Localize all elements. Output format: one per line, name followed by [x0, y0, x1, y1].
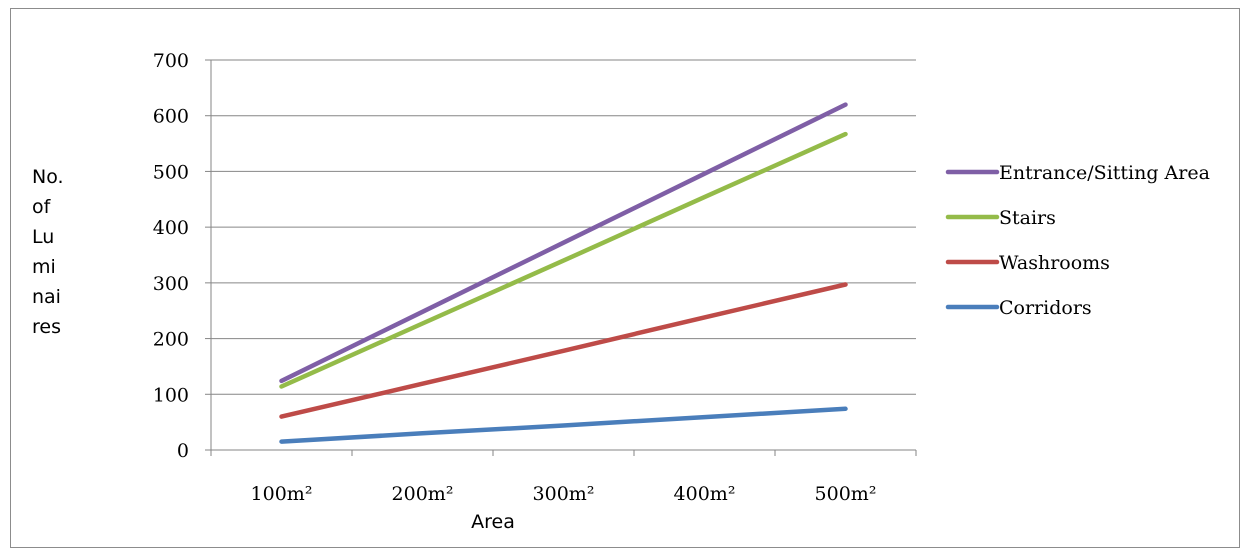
y-axis-label-line: No. [32, 166, 64, 188]
x-tick-label: 300m² [533, 483, 595, 505]
y-axis-label-line: Lu [32, 226, 54, 248]
y-tick-label: 400 [153, 217, 189, 239]
x-tick-label: 100m² [251, 483, 313, 505]
legend-item: Entrance/Sitting Area [945, 162, 1210, 184]
x-tick-label: 500m² [815, 483, 877, 505]
axes [205, 59, 917, 456]
series-line-entrance-sitting-area [279, 102, 848, 384]
y-axis-label-line: nai [32, 286, 61, 308]
legend: Entrance/Sitting Area Stairs Washrooms Corr… [945, 162, 1210, 319]
legend-label: Washrooms [999, 252, 1110, 274]
y-tick-label: 700 [153, 50, 189, 72]
series-line-stairs [279, 131, 848, 389]
x-tick-label: 400m² [674, 483, 736, 505]
y-tick-label: 200 [153, 329, 189, 351]
y-tick-labels: 0 100 200 300 400 500 600 700 [153, 50, 189, 462]
legend-item: Corridors [945, 297, 1092, 319]
gridlines [211, 59, 916, 395]
y-tick-label: 500 [153, 161, 189, 183]
y-tick-label: 100 [153, 384, 189, 406]
line-chart: 0 100 200 300 400 500 600 700 100m² 200m² 300m² 40… [32, 50, 1210, 533]
legend-label: Corridors [999, 297, 1092, 319]
y-axis-label-line: res [32, 316, 61, 338]
y-axis-label-line: mi [32, 256, 56, 278]
y-axis-label: No. of Lu mi nai res [32, 166, 64, 338]
series-line-corridors [279, 406, 848, 444]
legend-item: Stairs [945, 207, 1056, 229]
x-tick-labels: 100m² 200m² 300m² 400m² 500m² [251, 483, 877, 505]
y-tick-label: 600 [153, 106, 189, 128]
y-axis-label-line: of [32, 196, 52, 218]
series-lines [279, 102, 848, 444]
y-tick-label: 0 [177, 440, 189, 462]
legend-label: Entrance/Sitting Area [999, 162, 1210, 184]
legend-label: Stairs [999, 207, 1056, 229]
x-axis-label: Area [471, 511, 515, 533]
legend-item: Washrooms [945, 252, 1110, 274]
series-line-washrooms [279, 282, 848, 419]
x-tick-label: 200m² [392, 483, 454, 505]
y-tick-label: 300 [153, 273, 189, 295]
